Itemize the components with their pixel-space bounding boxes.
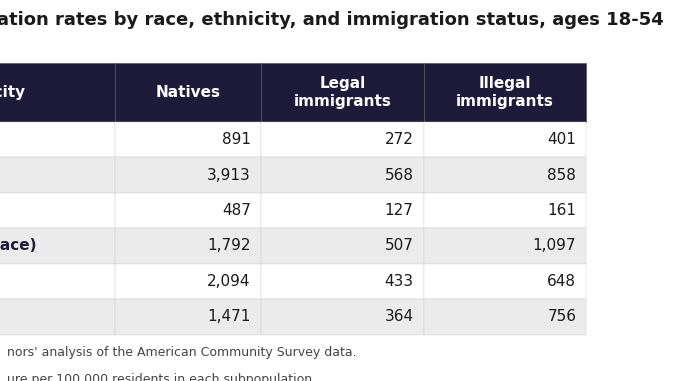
Text: 433: 433 <box>384 274 414 289</box>
Text: 858: 858 <box>547 168 576 182</box>
Text: 648: 648 <box>547 274 576 289</box>
FancyBboxPatch shape <box>261 122 424 157</box>
Text: 272: 272 <box>384 132 414 147</box>
Text: Natives: Natives <box>156 85 220 100</box>
FancyBboxPatch shape <box>115 264 261 299</box>
Text: nors' analysis of the American Community Survey data.: nors' analysis of the American Community… <box>7 346 357 359</box>
FancyBboxPatch shape <box>261 299 424 335</box>
FancyBboxPatch shape <box>424 228 586 264</box>
FancyBboxPatch shape <box>115 122 261 157</box>
Text: 2,094: 2,094 <box>207 274 251 289</box>
FancyBboxPatch shape <box>424 63 586 122</box>
Text: 507: 507 <box>384 239 414 253</box>
FancyBboxPatch shape <box>115 193 261 228</box>
Text: (any race): (any race) <box>0 239 37 253</box>
Text: 891: 891 <box>222 132 251 147</box>
Text: 568: 568 <box>384 168 414 182</box>
Text: 161: 161 <box>547 203 576 218</box>
Text: 3,913: 3,913 <box>207 168 251 182</box>
FancyBboxPatch shape <box>261 228 424 264</box>
Text: 756: 756 <box>547 309 576 324</box>
FancyBboxPatch shape <box>261 264 424 299</box>
FancyBboxPatch shape <box>0 193 115 228</box>
FancyBboxPatch shape <box>0 157 115 193</box>
Text: Illegal
immigrants: Illegal immigrants <box>456 76 554 109</box>
Text: 401: 401 <box>547 132 576 147</box>
FancyBboxPatch shape <box>115 157 261 193</box>
Text: ation rates by race, ethnicity, and immigration status, ages 18-54: ation rates by race, ethnicity, and immi… <box>0 11 663 29</box>
FancyBboxPatch shape <box>424 264 586 299</box>
FancyBboxPatch shape <box>115 299 261 335</box>
Text: 1,097: 1,097 <box>533 239 576 253</box>
FancyBboxPatch shape <box>0 264 115 299</box>
FancyBboxPatch shape <box>261 157 424 193</box>
FancyBboxPatch shape <box>115 63 261 122</box>
Text: 127: 127 <box>384 203 414 218</box>
Text: 1,471: 1,471 <box>207 309 251 324</box>
FancyBboxPatch shape <box>424 299 586 335</box>
Text: 1,792: 1,792 <box>207 239 251 253</box>
FancyBboxPatch shape <box>261 63 424 122</box>
FancyBboxPatch shape <box>115 228 261 264</box>
FancyBboxPatch shape <box>424 193 586 228</box>
Text: ethnicity: ethnicity <box>0 85 25 100</box>
Text: ure per 100,000 residents in each subpopulation.: ure per 100,000 residents in each subpop… <box>7 373 316 381</box>
Text: 487: 487 <box>222 203 251 218</box>
FancyBboxPatch shape <box>0 122 115 157</box>
FancyBboxPatch shape <box>261 193 424 228</box>
FancyBboxPatch shape <box>0 299 115 335</box>
FancyBboxPatch shape <box>424 157 586 193</box>
Text: 364: 364 <box>384 309 414 324</box>
FancyBboxPatch shape <box>424 122 586 157</box>
Text: Legal
immigrants: Legal immigrants <box>294 76 391 109</box>
FancyBboxPatch shape <box>0 228 115 264</box>
FancyBboxPatch shape <box>0 63 115 122</box>
